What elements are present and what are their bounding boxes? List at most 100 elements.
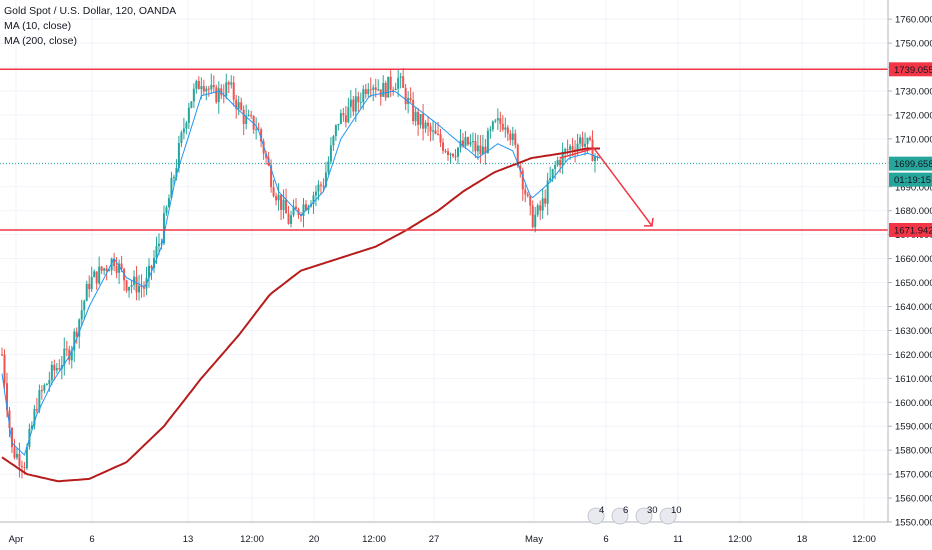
- candle-body: [409, 98, 412, 100]
- candle-body: [514, 133, 517, 145]
- price-tick-label: 1560.000: [895, 494, 932, 505]
- candle-body: [541, 198, 544, 211]
- price-tick-label: 1680.000: [895, 206, 932, 217]
- trend-segment[interactable]: [559, 147, 595, 159]
- candle-body: [18, 453, 21, 466]
- candle-body: [225, 82, 228, 96]
- candle-body: [551, 169, 554, 178]
- price-tick-label: 1690.000: [895, 182, 932, 193]
- candle-body: [10, 427, 13, 448]
- countdown-label: 01:19:15: [894, 175, 931, 186]
- resistance-badge: [889, 62, 932, 77]
- candle-body: [454, 156, 457, 158]
- candle-body: [287, 213, 290, 224]
- candle-body: [113, 258, 116, 267]
- candle-body: [559, 160, 562, 166]
- candle-body: [73, 331, 76, 351]
- time-tick-label: 12:00: [728, 534, 752, 545]
- candle-body: [118, 263, 121, 273]
- candle-body: [339, 113, 342, 124]
- candle-body: [564, 149, 567, 152]
- time-tick-label: Apr: [9, 534, 24, 545]
- candle-body: [327, 161, 330, 173]
- candle-body: [65, 348, 68, 350]
- candle-body: [387, 76, 390, 98]
- candle-body: [466, 137, 469, 145]
- candle-body: [105, 268, 108, 271]
- candle-body: [252, 115, 255, 130]
- candle-body: [33, 409, 36, 426]
- candle-body: [534, 214, 537, 228]
- candle-body: [397, 77, 400, 89]
- candle-body: [78, 319, 81, 337]
- candle-body: [217, 88, 220, 103]
- candle-body: [481, 146, 484, 155]
- candle-body: [45, 384, 48, 386]
- candle-body: [344, 115, 347, 123]
- candle-body: [90, 277, 93, 290]
- candle-body: [103, 268, 106, 271]
- candle-body: [419, 113, 422, 125]
- candle-body: [8, 410, 11, 428]
- candle-body: [362, 89, 365, 103]
- candle-body: [290, 215, 293, 224]
- candle-body: [155, 246, 158, 258]
- candle-body: [357, 96, 360, 103]
- candle-body: [322, 185, 325, 187]
- candle-body: [554, 164, 557, 170]
- candle-body: [494, 120, 497, 122]
- time-tick-label: 11: [673, 534, 683, 545]
- event-flag-icon[interactable]: [611, 507, 629, 525]
- event-flag-icon[interactable]: [659, 507, 677, 525]
- candle-body: [499, 118, 502, 124]
- candle-body: [314, 191, 317, 196]
- candle-body: [230, 82, 233, 85]
- price-tick-label: 1710.000: [895, 134, 932, 145]
- candle-body: [399, 76, 402, 78]
- candle-body: [285, 199, 288, 214]
- candle-body: [210, 85, 213, 90]
- time-tick-label: 6: [603, 534, 608, 545]
- price-tick-label: 1750.000: [895, 39, 932, 50]
- candle-body: [177, 143, 180, 168]
- candle-body: [83, 301, 86, 311]
- candle-body: [205, 88, 208, 92]
- candle-body: [80, 310, 83, 320]
- event-flag-icon[interactable]: [635, 507, 653, 525]
- candle-body: [531, 205, 534, 228]
- event-flag-icon[interactable]: [587, 507, 605, 525]
- candle-body: [444, 150, 447, 152]
- last-price-label: 1699.658: [894, 159, 932, 170]
- candle-body: [98, 266, 101, 284]
- candle-body: [377, 89, 380, 91]
- candle-body: [417, 111, 420, 125]
- candle-body: [536, 205, 539, 215]
- candle-body: [389, 76, 392, 90]
- candle-body: [471, 141, 474, 143]
- time-tick-label: 18: [797, 534, 808, 545]
- candle-body: [364, 89, 367, 95]
- candle-body: [100, 266, 103, 271]
- candle-body: [474, 141, 477, 152]
- candle-body: [526, 194, 529, 196]
- candle-body: [58, 368, 61, 370]
- candle-body: [135, 276, 138, 293]
- forecast-arrow[interactable]: [593, 148, 653, 227]
- candle-body: [486, 130, 489, 154]
- candle-body: [464, 137, 467, 147]
- candle-body: [95, 271, 98, 284]
- legend: Gold Spot / U.S. Dollar, 120, OANDA MA (…: [4, 4, 176, 49]
- candle-body: [148, 265, 151, 278]
- candle-body: [329, 145, 332, 162]
- candle-body: [511, 133, 514, 140]
- candle-body: [461, 140, 464, 147]
- price-axis[interactable]: [888, 0, 932, 550]
- candle-body: [240, 102, 243, 110]
- candle-body: [584, 143, 587, 147]
- candle-body: [451, 153, 454, 157]
- candle-body: [589, 137, 592, 140]
- candle-body: [250, 114, 253, 116]
- candle-body: [227, 82, 230, 85]
